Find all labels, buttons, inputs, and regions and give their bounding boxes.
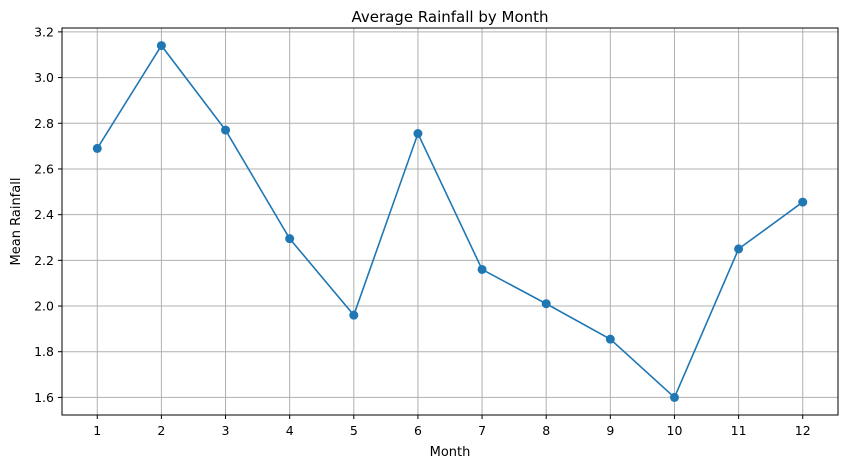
data-point [156, 41, 166, 51]
x-tick-label: 7 [478, 423, 486, 438]
data-point [221, 125, 231, 135]
data-point [605, 334, 615, 344]
data-point [413, 129, 423, 139]
x-tick-label: 4 [286, 423, 294, 438]
y-tick-label: 1.8 [34, 344, 54, 359]
x-axis: 1 2 3 4 5 6 7 8 9 10 11 12 [93, 415, 811, 438]
data-point [669, 392, 679, 402]
x-tick-label: 3 [222, 423, 230, 438]
x-tick-label: 1 [93, 423, 101, 438]
x-tick-label: 9 [606, 423, 614, 438]
data-point [734, 244, 744, 254]
x-tick-label: 11 [731, 423, 747, 438]
data-point [349, 310, 359, 320]
x-tick-label: 2 [157, 423, 165, 438]
y-tick-label: 2.8 [34, 116, 54, 131]
chart-title: Average Rainfall by Month [351, 8, 548, 26]
x-tick-label: 8 [542, 423, 550, 438]
y-tick-label: 3.0 [34, 70, 54, 85]
y-tick-label: 2.2 [34, 253, 54, 268]
x-tick-label: 5 [350, 423, 358, 438]
x-tick-label: 12 [795, 423, 811, 438]
y-tick-label: 2.4 [34, 207, 54, 222]
x-tick-label: 10 [667, 423, 683, 438]
data-point [477, 264, 487, 274]
y-axis-label: Mean Rainfall [9, 178, 24, 266]
series-rainfall [92, 41, 808, 402]
plot-frame [61, 27, 839, 416]
y-tick-label: 2.6 [34, 161, 54, 176]
series-line [96, 44, 804, 399]
data-point [92, 143, 102, 153]
y-tick-label: 3.2 [34, 24, 54, 39]
y-axis: 1.6 1.8 2.0 2.2 2.4 2.6 2.8 3.0 3.2 [34, 24, 62, 405]
grid [62, 28, 838, 415]
x-tick-label: 6 [414, 423, 422, 438]
x-axis-label: Month [430, 445, 471, 460]
y-tick-label: 1.6 [34, 390, 54, 405]
y-tick-label: 2.0 [34, 299, 54, 314]
data-point [541, 299, 551, 309]
data-point [798, 197, 808, 207]
data-point [285, 234, 295, 244]
